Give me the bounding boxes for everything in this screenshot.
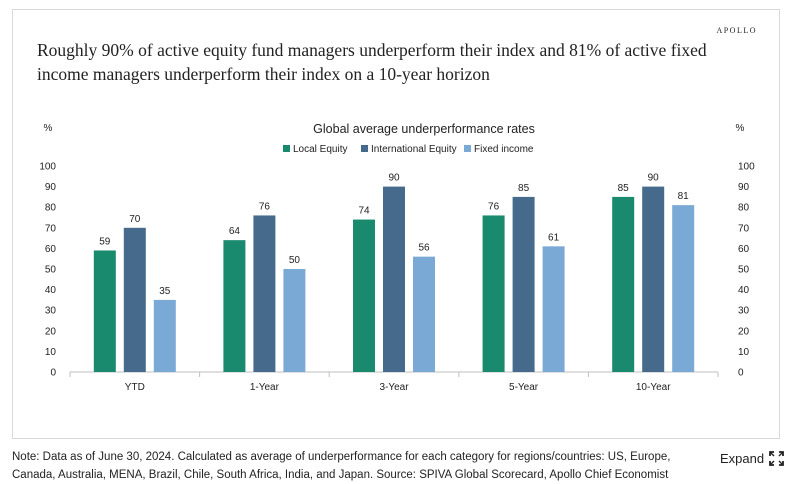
y-tick-right: 10 — [738, 347, 750, 358]
expand-icon — [769, 451, 784, 466]
legend-label: Fixed income — [474, 144, 534, 155]
y-tick-left: 0 — [50, 368, 56, 379]
y-tick-left: 20 — [45, 326, 57, 337]
bar — [253, 215, 276, 372]
y-tick-left: 80 — [45, 203, 57, 214]
bar — [482, 215, 505, 372]
expand-button[interactable]: Expand — [720, 451, 784, 466]
y-tick-left: 50 — [45, 265, 57, 276]
bar — [542, 246, 565, 372]
bar-value-label: 90 — [388, 173, 400, 184]
bar-value-label: 85 — [518, 183, 530, 194]
y-tick-right: 50 — [738, 265, 750, 276]
x-tick-label: YTD — [125, 382, 145, 393]
y-tick-right: 20 — [738, 326, 750, 337]
y-tick-right: 40 — [738, 285, 750, 296]
legend-swatch — [464, 145, 471, 152]
bar-value-label: 35 — [159, 286, 171, 297]
chart-headline: Roughly 90% of active equity fund manage… — [37, 40, 707, 84]
bar-value-label: 81 — [678, 191, 690, 202]
y-tick-left: 60 — [45, 244, 57, 255]
x-tick-label: 3-Year — [379, 382, 409, 393]
y-tick-right: 60 — [738, 244, 750, 255]
chart-svg: Global average underperformance rates Loc… — [39, 122, 755, 393]
y-tick-right: 70 — [738, 223, 750, 234]
bar — [512, 196, 535, 372]
bar-value-label: 90 — [648, 173, 660, 184]
bar — [413, 256, 435, 372]
bar-value-label: 56 — [418, 243, 430, 254]
bar — [123, 227, 146, 372]
bar-value-label: 85 — [618, 183, 630, 194]
y-tick-right: 30 — [738, 306, 750, 317]
bar-value-label: 59 — [99, 236, 111, 247]
bar — [93, 250, 116, 372]
bar-value-label: 74 — [358, 206, 370, 217]
bar-value-label: 50 — [289, 255, 301, 266]
y-tick-left: 10 — [45, 347, 57, 358]
chart-title: Global average underperformance rates — [313, 122, 535, 136]
y-tick-right: 100 — [738, 162, 755, 173]
bar — [153, 299, 176, 372]
bar — [353, 219, 375, 372]
bar — [383, 186, 405, 372]
x-tick-label: 10-Year — [636, 382, 671, 393]
brand-logo: APOLLO — [716, 26, 757, 35]
y-unit-right: % — [736, 123, 745, 134]
source-note: Note: Data as of June 30, 2024. Calculat… — [12, 451, 671, 481]
bar — [672, 205, 695, 372]
bar-value-label: 61 — [548, 232, 560, 243]
bar-value-label: 76 — [259, 201, 271, 212]
x-tick-label: 5-Year — [509, 382, 539, 393]
x-tick-label: 1-Year — [250, 382, 280, 393]
y-tick-right: 90 — [738, 182, 750, 193]
y-unit-left: % — [44, 123, 53, 134]
bar — [642, 186, 665, 372]
bar — [283, 269, 306, 372]
y-tick-right: 80 — [738, 203, 750, 214]
bar-value-label: 64 — [229, 226, 241, 237]
bar-value-label: 76 — [488, 201, 500, 212]
legend-swatch — [361, 145, 368, 152]
legend-label: Local Equity — [293, 144, 347, 155]
legend-label: International Equity — [371, 144, 457, 155]
y-tick-left: 90 — [45, 182, 57, 193]
bar-value-label: 70 — [129, 214, 141, 225]
bar — [223, 240, 246, 372]
bar — [612, 196, 635, 372]
y-tick-left: 30 — [45, 306, 57, 317]
y-tick-left: 70 — [45, 223, 57, 234]
y-tick-left: 100 — [39, 162, 56, 173]
legend-swatch — [283, 145, 290, 152]
expand-label: Expand — [720, 451, 765, 466]
y-tick-left: 40 — [45, 285, 57, 296]
y-tick-right: 0 — [738, 368, 744, 379]
